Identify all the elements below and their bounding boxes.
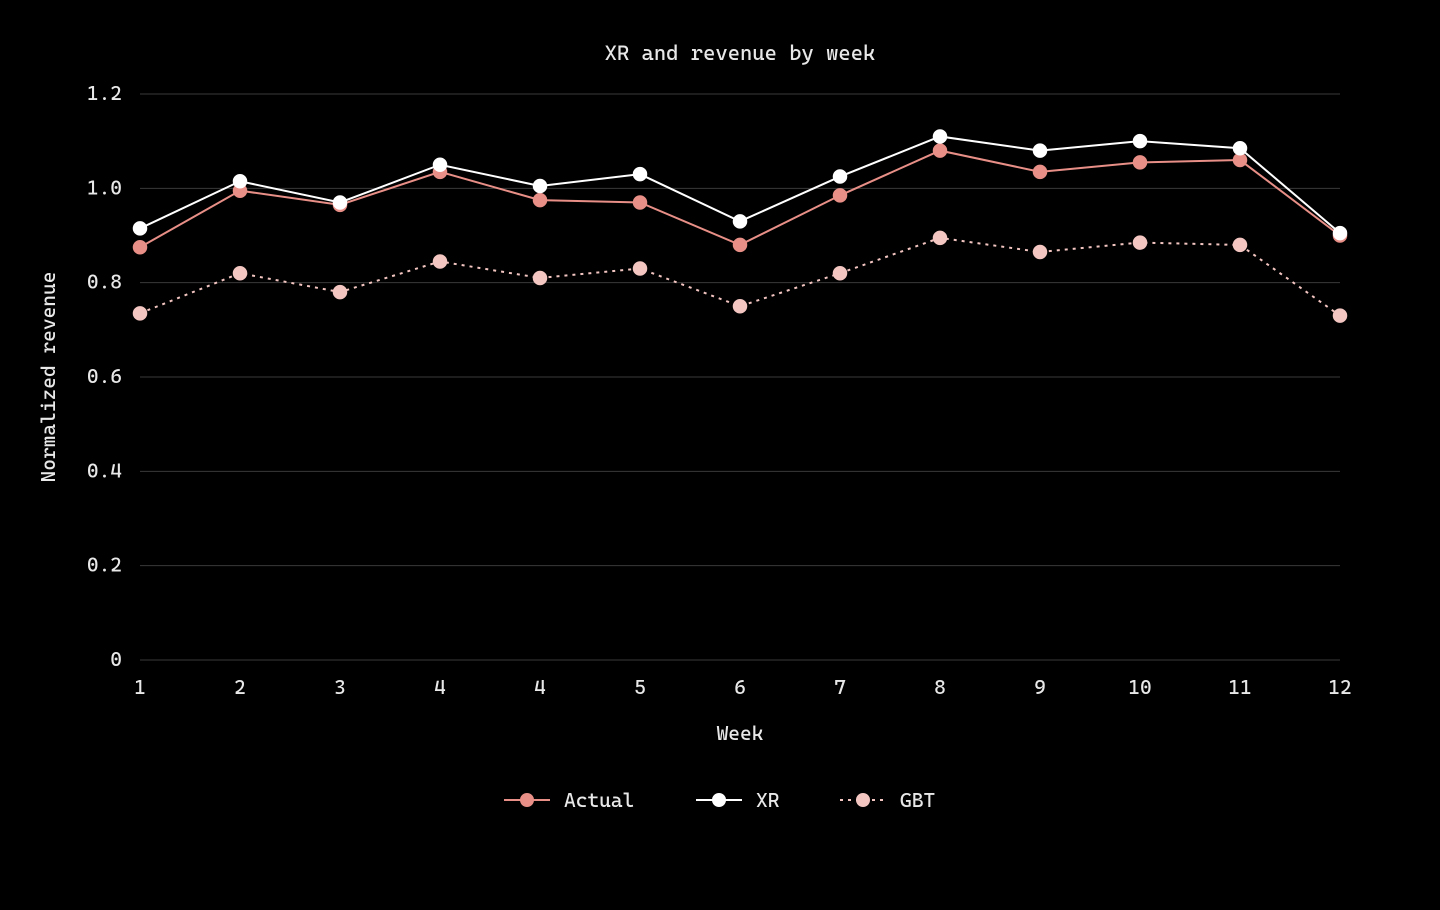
marker-gbt xyxy=(634,262,647,275)
marker-xr xyxy=(234,175,247,188)
revenue-chart: 00.20.40.60.81.01.21234456789101112XR an… xyxy=(0,0,1440,910)
x-tick-label: 12 xyxy=(1328,675,1351,699)
marker-xr xyxy=(1134,135,1147,148)
marker-xr xyxy=(934,130,947,143)
marker-actual xyxy=(934,144,947,157)
marker-gbt xyxy=(834,267,847,280)
y-axis-label: Normalized revenue xyxy=(36,272,60,483)
marker-xr xyxy=(1334,227,1347,240)
legend-label: GBT xyxy=(900,788,935,812)
x-tick-label: 3 xyxy=(334,675,346,699)
x-axis-label: Week xyxy=(717,721,764,745)
marker-gbt xyxy=(1334,309,1347,322)
chart-container: 00.20.40.60.81.01.21234456789101112XR an… xyxy=(0,0,1440,910)
legend-label: Actual xyxy=(564,788,634,812)
y-tick-label: 0.4 xyxy=(87,458,122,482)
marker-xr xyxy=(734,215,747,228)
x-tick-label: 11 xyxy=(1228,675,1251,699)
x-tick-label: 10 xyxy=(1128,675,1151,699)
y-tick-label: 0.6 xyxy=(87,364,122,388)
marker-gbt xyxy=(1134,236,1147,249)
marker-actual xyxy=(1134,156,1147,169)
marker-xr xyxy=(834,170,847,183)
marker-xr xyxy=(434,158,447,171)
marker-gbt xyxy=(934,231,947,244)
x-tick-label: 5 xyxy=(634,675,646,699)
marker-gbt xyxy=(1234,238,1247,251)
marker-gbt xyxy=(734,300,747,313)
marker-actual xyxy=(1034,165,1047,178)
y-tick-label: 1.2 xyxy=(87,81,122,105)
marker-actual xyxy=(834,189,847,202)
y-tick-label: 0 xyxy=(110,647,122,671)
marker-xr xyxy=(634,168,647,181)
marker-xr xyxy=(1234,142,1247,155)
x-tick-label: 1 xyxy=(134,675,146,699)
marker-gbt xyxy=(534,271,547,284)
marker-gbt xyxy=(134,307,147,320)
y-tick-label: 1.0 xyxy=(87,175,122,199)
x-tick-label: 4 xyxy=(534,675,546,699)
x-tick-label: 4 xyxy=(434,675,446,699)
legend-label: XR xyxy=(756,788,780,812)
marker-gbt xyxy=(1034,246,1047,259)
marker-gbt xyxy=(434,255,447,268)
y-tick-label: 0.8 xyxy=(87,270,122,294)
marker-actual xyxy=(534,194,547,207)
marker-xr xyxy=(334,196,347,209)
x-tick-label: 9 xyxy=(1034,675,1046,699)
marker-gbt xyxy=(334,286,347,299)
x-tick-label: 2 xyxy=(234,675,246,699)
x-tick-label: 6 xyxy=(734,675,746,699)
marker-xr xyxy=(1034,144,1047,157)
marker-actual xyxy=(634,196,647,209)
marker-gbt xyxy=(234,267,247,280)
y-tick-label: 0.2 xyxy=(87,553,122,577)
marker-actual xyxy=(734,238,747,251)
marker-xr xyxy=(534,179,547,192)
marker-actual xyxy=(134,241,147,254)
x-tick-label: 7 xyxy=(834,675,846,699)
marker-xr xyxy=(134,222,147,235)
x-tick-label: 8 xyxy=(934,675,946,699)
chart-title: XR and revenue by week xyxy=(605,41,876,65)
